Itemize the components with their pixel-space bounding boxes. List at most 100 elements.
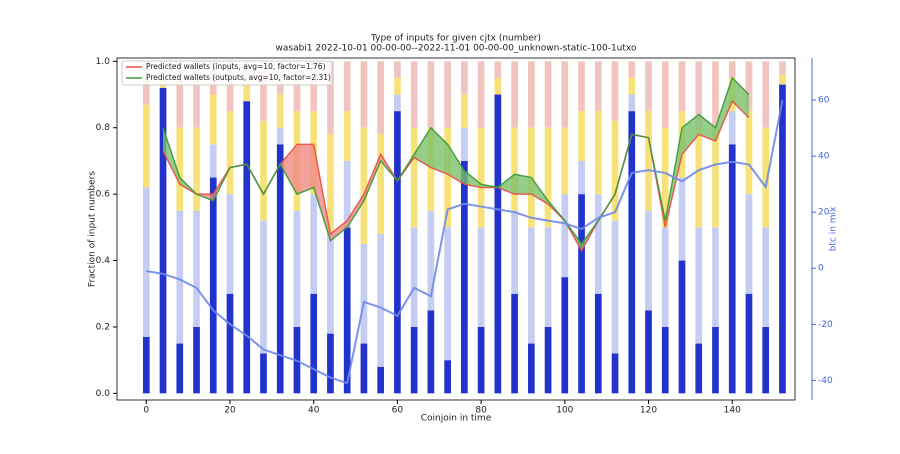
difference-fill (280, 144, 297, 195)
bar-segment (427, 210, 435, 311)
bar-segment (762, 61, 770, 128)
bar-segment (377, 61, 385, 135)
bar-segment (209, 144, 217, 178)
bar-segment (477, 227, 485, 327)
bar-segment (678, 177, 686, 261)
bar-segment (544, 127, 552, 228)
bar-segment (427, 127, 435, 211)
bar-segment (628, 61, 636, 78)
x-tick-label: 40 (308, 406, 320, 416)
bar-segment (762, 326, 770, 394)
bar-segment (360, 127, 368, 244)
bar-segment (394, 61, 401, 78)
bar-segment (594, 61, 602, 112)
bar-segment (176, 210, 184, 344)
bar-segment (745, 194, 753, 294)
bar-segment (661, 326, 669, 394)
bar-segment (142, 336, 150, 394)
bar-segment (511, 61, 518, 128)
x-axis-label: Coinjoin in time (421, 414, 492, 424)
x-tick-label: 140 (724, 406, 741, 416)
bar-segment (779, 84, 786, 394)
difference-fill (715, 77, 733, 142)
bar-segment (745, 111, 753, 195)
bar-segment (310, 293, 318, 394)
bar-segment (745, 61, 753, 112)
bar-segment (343, 227, 351, 394)
legend-box (121, 60, 333, 86)
bar-segment (276, 94, 284, 128)
bar-segment (695, 61, 703, 128)
bar-segment (193, 326, 200, 394)
bar-segment (494, 77, 502, 95)
bar-segment (611, 61, 619, 122)
bar-segment (594, 293, 602, 394)
bar-segment (494, 61, 502, 78)
y-tick-label: 1.0 (96, 57, 111, 67)
bar-segment (394, 111, 401, 394)
bar-segment (712, 127, 719, 228)
bar-segment (728, 144, 736, 394)
bar-segment (745, 293, 753, 394)
bar-segment (276, 127, 284, 145)
bar-segment (678, 260, 686, 394)
bar-segment (293, 61, 301, 112)
bar-segment (628, 77, 636, 95)
bar-segment (260, 61, 267, 122)
bar-segment (762, 127, 770, 228)
difference-fill (514, 174, 532, 195)
bar-segment (494, 94, 502, 394)
bar-segment (762, 227, 770, 327)
bar-segment (209, 177, 217, 394)
bar-segment (544, 61, 552, 128)
bar-segment (712, 227, 719, 327)
bar-segment (477, 326, 485, 394)
x-tick-label: 60 (392, 406, 404, 416)
bar-segment (193, 210, 200, 327)
bar-segment (628, 111, 636, 394)
x-tick-label: 20 (224, 406, 236, 416)
bar-segment (193, 61, 200, 128)
bar-segment (561, 127, 569, 195)
legend: Predicted wallets (inputs, avg=10, facto… (121, 60, 333, 86)
difference-fill (732, 77, 749, 118)
bar-segment (410, 61, 418, 128)
bar-segment (527, 61, 535, 128)
bar-segment (527, 227, 535, 344)
y-tick-label: 0.4 (96, 256, 111, 266)
bar-segment (444, 227, 451, 361)
bar-segment (544, 326, 552, 394)
bar-segment (779, 74, 786, 85)
y-tick-label: 0.8 (96, 123, 111, 133)
bar-segment (243, 101, 251, 394)
bar-segment (578, 111, 585, 161)
y-tick-label: 0.0 (96, 389, 111, 399)
line (146, 99, 784, 385)
bar-segment (410, 227, 418, 327)
bar-segment (527, 343, 535, 394)
bar-segment (511, 127, 518, 211)
bar-segment (360, 243, 368, 344)
plot-frame (116, 57, 796, 401)
bar-segment (678, 61, 686, 112)
bar-segment (728, 111, 736, 145)
bar-segment (193, 127, 200, 211)
bar-segment (444, 127, 451, 228)
bar-segment (176, 343, 184, 394)
y2-tick-label: -40 (818, 376, 833, 386)
chart-title: Type of inputs for given cjtx (number) (370, 34, 541, 44)
difference-fill (347, 194, 364, 228)
bar-segment (343, 111, 351, 161)
y2-axis-label: btc in mix (829, 206, 839, 251)
y2-tick-label: 40 (818, 152, 830, 162)
bar-segment (561, 194, 569, 278)
bar-segment (343, 160, 351, 228)
bar-segment (661, 127, 669, 228)
bar-segment (444, 360, 451, 394)
bar-segment (611, 353, 619, 394)
bar-segment (712, 326, 719, 394)
bar-segment (327, 61, 334, 135)
bar-segment (377, 366, 385, 394)
bar-segment (628, 94, 636, 112)
bar-segment (327, 233, 334, 334)
